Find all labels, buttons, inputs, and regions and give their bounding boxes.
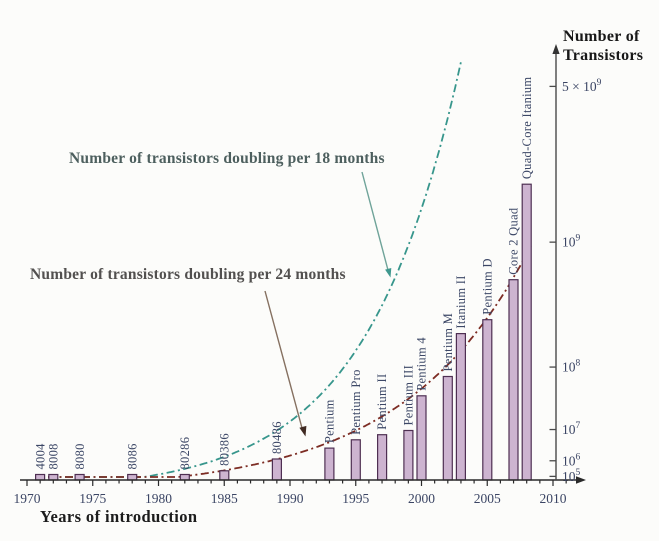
x-tick-label: 1985 bbox=[211, 491, 238, 506]
annotation-arrowhead-24-months bbox=[299, 425, 307, 437]
annotation-arrow-18-months bbox=[361, 171, 390, 273]
y-axis-arrowhead bbox=[552, 44, 560, 54]
y-axis-title-line2: Transistors bbox=[563, 47, 644, 64]
x-tick-label: 1975 bbox=[79, 491, 106, 506]
y-axis-title: Number of Transistors bbox=[563, 27, 643, 65]
y-tick-label: 108 bbox=[562, 359, 581, 375]
bar-label-80286: 80286 bbox=[178, 437, 192, 470]
x-tick-label: 1990 bbox=[277, 491, 304, 506]
y-tick-label: 107 bbox=[562, 421, 581, 437]
y-tick-label: 109 bbox=[562, 234, 581, 250]
bar-80486 bbox=[271, 458, 282, 481]
bar-label-4004: 4004 bbox=[33, 443, 47, 470]
bar-core-2-quad bbox=[508, 279, 519, 481]
bar-itanium-ii bbox=[455, 333, 466, 481]
bar-pentium-d bbox=[482, 319, 493, 481]
bar-label-pentium-4: Pentium 4 bbox=[415, 337, 429, 391]
bar-pentium bbox=[324, 447, 335, 481]
y-axis-title-line1: Number of bbox=[563, 28, 640, 45]
x-tick-label: 2005 bbox=[474, 491, 501, 506]
annotation-24-months: Number of transistors doubling per 24 mo… bbox=[30, 266, 346, 283]
x-tick-label: 1980 bbox=[145, 491, 172, 506]
bar-pentium-m bbox=[442, 375, 453, 481]
bar-pentium-pro bbox=[350, 439, 361, 481]
bar-80286 bbox=[179, 473, 190, 481]
y-tick-label: 5 × 109 bbox=[562, 78, 602, 94]
bar-label-80386: 80386 bbox=[217, 433, 231, 466]
annotation-18-months: Number of transistors doubling per 18 mo… bbox=[69, 150, 385, 167]
annotation-arrowhead-18-months bbox=[385, 268, 392, 278]
bar-quad-core-itanium bbox=[521, 183, 532, 481]
annotation-arrow-24-months bbox=[264, 290, 303, 429]
bar-label-pentium-iii: Pentium III bbox=[402, 365, 416, 426]
x-tick-label: 1995 bbox=[342, 491, 369, 506]
y-tick-label: 105 bbox=[562, 468, 581, 484]
x-tick-label: 2000 bbox=[408, 491, 435, 506]
bar-label-core-2-quad: Core 2 Quad bbox=[507, 207, 521, 275]
x-axis-arrowhead bbox=[576, 476, 586, 484]
bar-label-pentium: Pentium bbox=[323, 399, 337, 443]
bar-8008 bbox=[48, 473, 59, 481]
bar-label-pentium-ii: Pentium II bbox=[375, 374, 389, 430]
bar-pentium-iii bbox=[403, 429, 414, 481]
bar-label-8080: 8080 bbox=[73, 443, 87, 469]
bar-label-pentium-m: Pentium M bbox=[441, 313, 455, 372]
y-tick-label: 106 bbox=[562, 452, 581, 468]
x-axis-title: Years of introduction bbox=[40, 507, 198, 526]
bar-label-80486: 80486 bbox=[270, 421, 284, 454]
bar-label-quad-core-itanium: Quad-Core Itanium bbox=[520, 77, 534, 180]
x-tick-label: 2010 bbox=[540, 491, 567, 506]
bar-8086 bbox=[127, 473, 138, 481]
bar-label-8008: 8008 bbox=[47, 443, 61, 469]
bar-80386 bbox=[219, 470, 230, 481]
bar-pentium-4 bbox=[416, 395, 427, 481]
bar-pentium-ii bbox=[377, 434, 388, 481]
bar-label-8086: 8086 bbox=[125, 443, 139, 469]
bar-8080 bbox=[74, 473, 85, 481]
bar-4004 bbox=[34, 473, 46, 481]
bar-label-pentium-d: Pentium D bbox=[480, 258, 494, 315]
x-tick-label: 1970 bbox=[14, 491, 41, 506]
bar-label-itanium-ii: Itanium II bbox=[454, 275, 468, 328]
bar-label-pentium-pro: Pentium Pro bbox=[349, 369, 363, 434]
